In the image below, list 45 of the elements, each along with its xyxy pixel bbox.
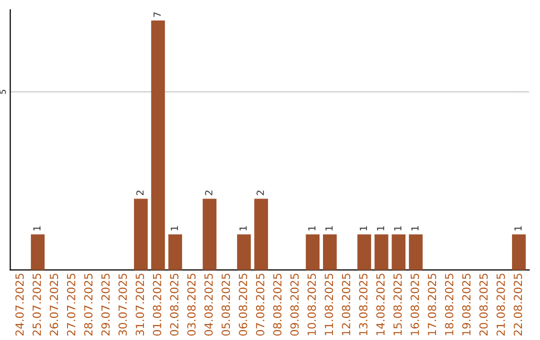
data-label: 1 — [411, 226, 418, 230]
x-tick-label: 18.08.2025 — [444, 274, 454, 336]
x-tick-label: 02.08.2025 — [170, 274, 178, 336]
x-tick-label: 30.07.2025 — [118, 274, 127, 336]
data-label: 7 — [154, 12, 161, 17]
data-label: 1 — [377, 226, 384, 230]
data-label: 2 — [205, 190, 212, 196]
data-label: 1 — [240, 226, 247, 230]
y-tick-label: 5 — [0, 90, 6, 94]
x-tick-label: 01.08.2025 — [152, 274, 162, 336]
x-tick-label: 27.07.2025 — [66, 274, 76, 336]
x-tick-label: 26.07.2025 — [50, 274, 58, 336]
x-tick-label: 21.08.2025 — [496, 274, 505, 336]
x-tick-label: 08.08.2025 — [273, 274, 282, 336]
x-tick-label: 17.08.2025 — [428, 274, 436, 336]
x-tick-label: 22.08.2025 — [514, 274, 522, 336]
data-label: 1 — [360, 226, 367, 230]
x-tick-label: 09.08.2025 — [290, 274, 299, 336]
x-tick-label: 10.08.2025 — [308, 274, 316, 336]
x-tick-label: 13.08.2025 — [359, 274, 368, 336]
x-tick-label: 11.08.2025 — [324, 274, 334, 336]
x-tick-label: 29.07.2025 — [101, 274, 110, 336]
data-label: 1 — [394, 226, 402, 230]
x-tick-label: 16.08.2025 — [410, 274, 420, 336]
data-label: 1 — [170, 226, 178, 230]
x-tick-label: 31.07.2025 — [136, 274, 144, 336]
x-tick-label: 25.07.2025 — [32, 274, 41, 336]
x-tick-label: 06.08.2025 — [238, 274, 248, 336]
x-tick-label: 07.08.2025 — [256, 274, 264, 336]
data-label: 1 — [308, 226, 316, 230]
x-tick-label: 24.07.2025 — [15, 274, 24, 336]
data-label: 2 — [256, 190, 264, 196]
x-tick-label: 03.08.2025 — [187, 274, 196, 336]
x-tick-label: 28.07.2025 — [84, 274, 93, 336]
x-tick-label: 20.08.2025 — [479, 274, 488, 336]
x-tick-label: 05.08.2025 — [222, 274, 230, 336]
data-label: 1 — [325, 226, 333, 230]
x-tick-label: 19.08.2025 — [462, 274, 471, 336]
x-tick-label: 15.08.2025 — [393, 274, 402, 336]
data-label: 1 — [514, 226, 522, 230]
x-tick-label: 12.08.2025 — [342, 274, 350, 336]
data-label: 2 — [136, 190, 144, 196]
data-label: 1 — [33, 226, 40, 230]
x-tick-label: 14.08.2025 — [376, 274, 385, 336]
x-tick-label: 04.08.2025 — [204, 274, 213, 336]
